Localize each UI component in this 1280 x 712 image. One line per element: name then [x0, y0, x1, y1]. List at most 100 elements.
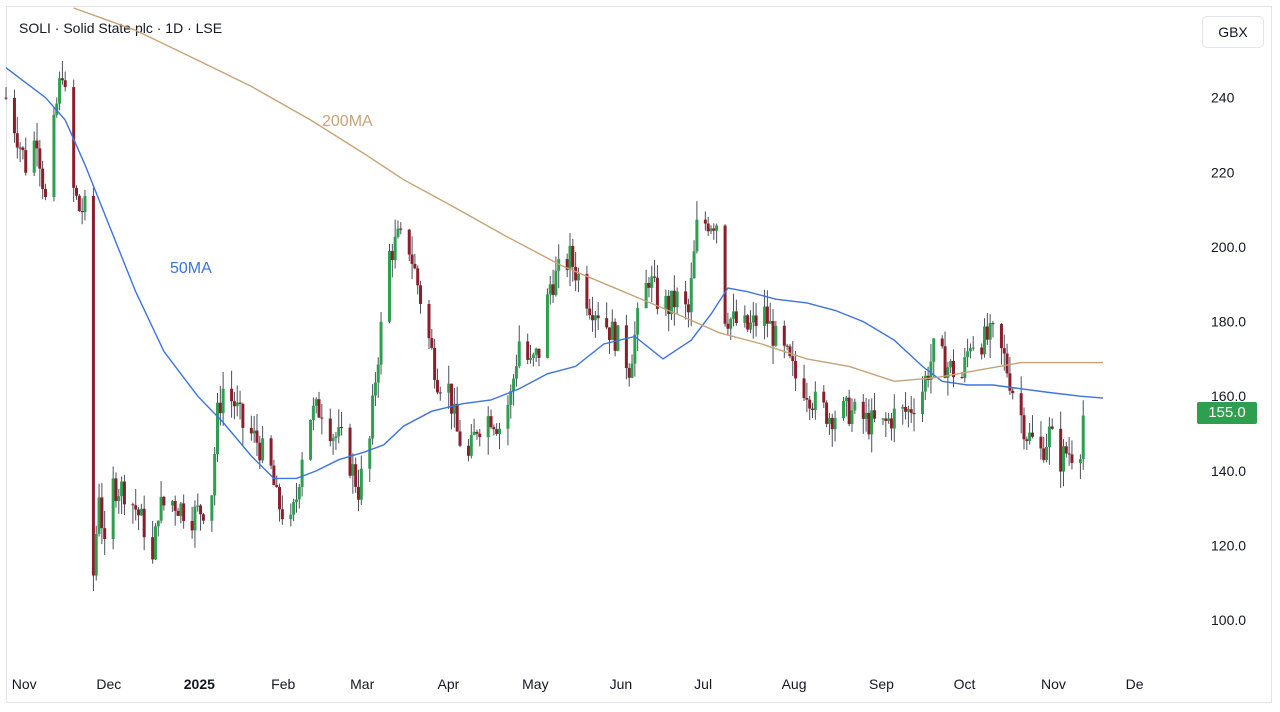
- candle: [55, 97, 59, 118]
- price-tick-label: 200.0: [1211, 239, 1246, 255]
- candle: [176, 507, 180, 516]
- candle: [249, 415, 253, 441]
- candle: [983, 318, 987, 358]
- candle: [196, 493, 200, 512]
- price-tick-label: 140.0: [1211, 463, 1246, 479]
- candle: [269, 435, 273, 470]
- candle: [889, 412, 893, 441]
- candle: [1022, 407, 1026, 450]
- price-tick-label: 120.0: [1211, 538, 1246, 554]
- candle: [971, 335, 975, 351]
- candle: [963, 347, 967, 383]
- candle: [35, 123, 39, 167]
- time-tick-label: Aug: [782, 676, 807, 692]
- candle: [63, 71, 67, 92]
- candle: [162, 495, 166, 511]
- candle: [509, 384, 513, 419]
- candle: [844, 396, 848, 417]
- candle: [142, 495, 146, 551]
- candle: [610, 309, 614, 341]
- candle: [373, 372, 377, 407]
- candle: [388, 243, 392, 324]
- candle: [748, 310, 752, 334]
- candle: [912, 398, 916, 432]
- candle: [847, 389, 851, 427]
- candle: [664, 289, 668, 317]
- candle: [38, 140, 42, 187]
- candle: [354, 457, 358, 493]
- candle: [672, 275, 676, 326]
- candle: [137, 507, 141, 531]
- candle: [390, 244, 394, 278]
- candle: [884, 412, 888, 438]
- candle: [808, 395, 812, 421]
- candle: [413, 253, 417, 270]
- candle: [201, 513, 205, 525]
- candle: [985, 312, 989, 345]
- candle: [1081, 400, 1085, 470]
- candle: [334, 431, 338, 450]
- candle: [1070, 440, 1074, 470]
- candle: [486, 406, 490, 455]
- candle: [317, 391, 321, 419]
- candle: [512, 373, 516, 406]
- candle: [526, 333, 530, 365]
- candle: [712, 223, 716, 240]
- candle: [179, 501, 183, 524]
- candle: [811, 402, 815, 419]
- candle: [272, 459, 276, 486]
- candle: [909, 396, 913, 423]
- candle: [83, 189, 87, 221]
- candle: [506, 395, 510, 446]
- candle: [1005, 343, 1009, 378]
- candle: [159, 481, 163, 524]
- candle: [1045, 434, 1049, 463]
- candle: [52, 106, 56, 202]
- candle: [949, 359, 953, 374]
- candle: [588, 298, 592, 320]
- candle: [21, 146, 25, 160]
- candle: [754, 303, 758, 337]
- candle: [131, 502, 135, 524]
- candle: [692, 240, 696, 279]
- candle: [261, 426, 265, 464]
- candle: [337, 409, 341, 444]
- candle: [396, 220, 400, 239]
- candle: [492, 424, 496, 436]
- candle: [768, 302, 772, 324]
- candle: [746, 314, 750, 332]
- candle: [497, 422, 501, 450]
- candle: [153, 523, 157, 561]
- candle: [238, 390, 242, 420]
- candle: [114, 472, 118, 508]
- candle: [557, 244, 561, 289]
- time-tick-label: 2025: [184, 676, 215, 692]
- candle: [199, 504, 203, 531]
- candle: [946, 361, 950, 396]
- candle: [117, 488, 121, 514]
- candle: [743, 305, 747, 328]
- candle: [794, 351, 798, 392]
- candle: [77, 193, 81, 212]
- time-tick-label: Sep: [869, 676, 894, 692]
- candle: [771, 309, 775, 365]
- candle: [842, 397, 846, 421]
- candle: [686, 298, 690, 328]
- price-tick-label: 180.0: [1211, 314, 1246, 330]
- moving-averages-layer: 50MA 200MA: [5, 7, 1104, 480]
- candle: [1002, 334, 1006, 371]
- candle: [802, 364, 806, 402]
- candle: [633, 321, 637, 377]
- currency-button[interactable]: GBX: [1202, 16, 1264, 48]
- last-price-label: 155.0: [1197, 402, 1257, 424]
- candle: [545, 288, 549, 359]
- candle: [517, 325, 521, 369]
- candle: [873, 392, 877, 423]
- candle: [356, 469, 360, 512]
- candle: [170, 499, 174, 513]
- candle: [1025, 436, 1029, 450]
- candle: [359, 455, 363, 505]
- candle: [627, 363, 631, 387]
- candle: [103, 510, 107, 556]
